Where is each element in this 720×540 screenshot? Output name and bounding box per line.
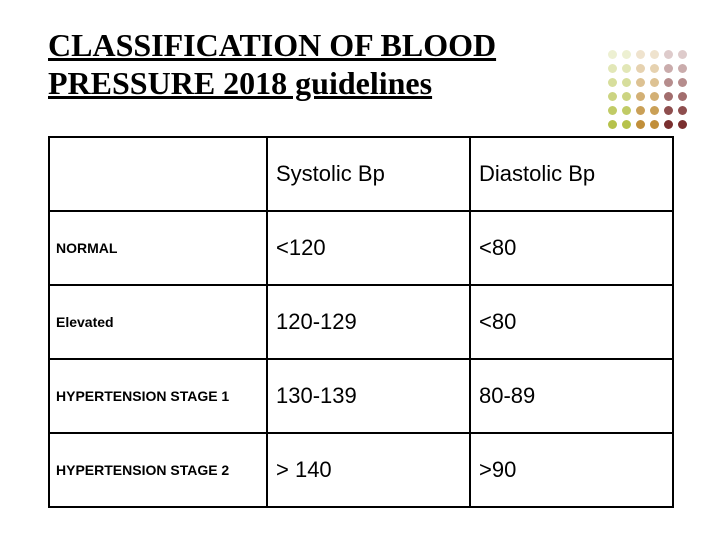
header-diastolic: Diastolic Bp — [470, 137, 673, 211]
row-systolic: 120-129 — [267, 285, 470, 359]
decoration-dot — [636, 78, 645, 87]
header-systolic: Systolic Bp — [267, 137, 470, 211]
decoration-dot — [678, 92, 687, 101]
decoration-dot — [608, 92, 617, 101]
row-category: HYPERTENSION STAGE 2 — [49, 433, 267, 507]
decoration-dot — [622, 106, 631, 115]
decoration-dot — [636, 92, 645, 101]
decoration-dot — [678, 78, 687, 87]
table-row: Elevated 120-129 <80 — [49, 285, 673, 359]
table-row: HYPERTENSION STAGE 1 130-139 80-89 — [49, 359, 673, 433]
decoration-dot — [678, 50, 687, 59]
decoration-dot — [664, 106, 673, 115]
row-diastolic: <80 — [470, 285, 673, 359]
row-diastolic: >90 — [470, 433, 673, 507]
decoration-dot — [636, 64, 645, 73]
decoration-dot — [608, 50, 617, 59]
row-diastolic: <80 — [470, 211, 673, 285]
bp-classification-table: Systolic Bp Diastolic Bp NORMAL <120 <80… — [48, 136, 672, 508]
decoration-dot — [664, 64, 673, 73]
header-blank — [49, 137, 267, 211]
decoration-dot — [636, 120, 645, 129]
table-row: NORMAL <120 <80 — [49, 211, 673, 285]
decoration-dot — [664, 78, 673, 87]
decoration-dot — [650, 106, 659, 115]
row-systolic: <120 — [267, 211, 470, 285]
decoration-dot — [664, 92, 673, 101]
slide-title: CLASSIFICATION OF BLOOD PRESSURE 2018 gu… — [48, 26, 568, 103]
decoration-dot — [650, 120, 659, 129]
decoration-dot — [650, 92, 659, 101]
decoration-dot — [608, 120, 617, 129]
corner-dots-decoration — [608, 50, 698, 140]
decoration-dot — [608, 78, 617, 87]
decoration-dot — [622, 92, 631, 101]
row-category: Elevated — [49, 285, 267, 359]
decoration-dot — [664, 120, 673, 129]
table-row: HYPERTENSION STAGE 2 > 140 >90 — [49, 433, 673, 507]
decoration-dot — [678, 106, 687, 115]
decoration-dot — [650, 64, 659, 73]
decoration-dot — [678, 64, 687, 73]
decoration-dot — [650, 50, 659, 59]
row-diastolic: 80-89 — [470, 359, 673, 433]
table-header-row: Systolic Bp Diastolic Bp — [49, 137, 673, 211]
row-category: HYPERTENSION STAGE 1 — [49, 359, 267, 433]
decoration-dot — [664, 50, 673, 59]
row-systolic: 130-139 — [267, 359, 470, 433]
decoration-dot — [608, 64, 617, 73]
row-category: NORMAL — [49, 211, 267, 285]
decoration-dot — [636, 106, 645, 115]
decoration-dot — [650, 78, 659, 87]
decoration-dot — [622, 78, 631, 87]
decoration-dot — [622, 50, 631, 59]
decoration-dot — [678, 120, 687, 129]
row-systolic: > 140 — [267, 433, 470, 507]
decoration-dot — [608, 106, 617, 115]
decoration-dot — [622, 64, 631, 73]
decoration-dot — [622, 120, 631, 129]
decoration-dot — [636, 50, 645, 59]
